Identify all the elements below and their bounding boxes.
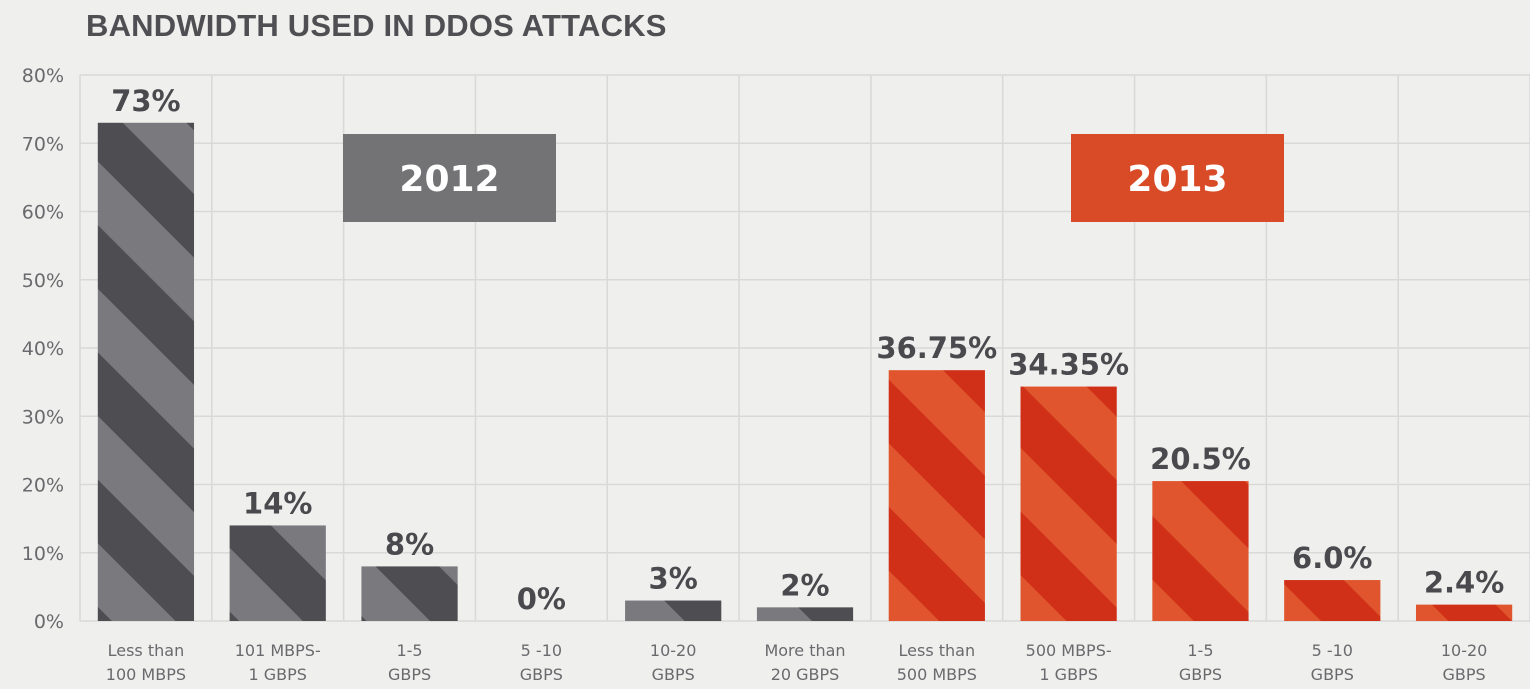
bar: [1152, 481, 1249, 621]
x-tick-label: 101 MBPS-: [235, 641, 321, 660]
y-tick-label: 0%: [34, 611, 64, 633]
y-tick-label: 10%: [22, 543, 64, 565]
y-tick-label: 80%: [22, 65, 64, 87]
x-tick-label: Less than: [899, 641, 976, 660]
series-labels: 2012 2013: [343, 134, 1284, 222]
bars: 73% 14% 8% 0% 3% 2% 36.75% 34.35% 20.5% 6.0% 2.4%: [97, 84, 1513, 622]
x-tick-label: GBPS: [388, 665, 431, 684]
data-label: 3%: [649, 562, 698, 596]
y-tick-label: 60%: [22, 202, 64, 224]
data-label: 73%: [111, 84, 180, 118]
data-label: 0%: [517, 582, 566, 616]
bar: [1284, 580, 1381, 621]
series-label: 2012: [399, 159, 499, 200]
x-tick-label: 10-20: [1441, 641, 1488, 660]
series-label-box-2012: [343, 134, 556, 222]
bar: [97, 122, 195, 622]
x-tick-label: 5 -10: [1312, 641, 1353, 660]
y-tick-label: 30%: [22, 406, 64, 428]
bar: [361, 566, 458, 621]
y-tick-label: 20%: [22, 475, 64, 497]
y-tick-label: 40%: [22, 338, 64, 360]
chart-title: BANDWIDTH USED IN DDOS ATTACKS: [86, 8, 667, 43]
data-label: 8%: [385, 527, 434, 561]
y-tick-label: 50%: [22, 270, 64, 292]
data-label: 36.75%: [876, 331, 997, 365]
data-label: 2.4%: [1424, 566, 1504, 600]
data-label: 14%: [243, 486, 312, 520]
data-label: 6.0%: [1292, 541, 1372, 575]
x-tick-label: 20 GBPS: [771, 665, 840, 684]
grid-lines: [79, 74, 1530, 622]
data-label: 2%: [780, 568, 829, 602]
x-tick-label: GBPS: [1179, 665, 1222, 684]
bar: [625, 600, 722, 621]
x-tick-label: 500 MBPS-: [1026, 641, 1112, 660]
x-tick-label: 5 -10: [521, 641, 562, 660]
x-tick-label: GBPS: [1442, 665, 1485, 684]
x-tick-label: 1-5: [396, 641, 422, 660]
series-label-box-2013: [1071, 134, 1284, 222]
bar: [888, 370, 985, 621]
series-label: 2013: [1127, 159, 1227, 200]
x-tick-label: GBPS: [1311, 665, 1354, 684]
bar: [1415, 604, 1513, 621]
x-tick-label: Less than: [108, 641, 185, 660]
x-tick-label: 100 MBPS: [106, 665, 186, 684]
data-label: 34.35%: [1008, 348, 1129, 382]
x-tick-label: 10-20: [650, 641, 697, 660]
x-tick-label: 1-5: [1187, 641, 1213, 660]
x-tick-label: 1 GBPS: [1039, 665, 1097, 684]
x-tick-label: 1 GBPS: [249, 665, 307, 684]
bar: [229, 525, 326, 621]
x-tick-label: 500 MBPS: [897, 665, 977, 684]
y-axis: 0% 10% 20% 30% 40% 50% 60% 70% 80%: [22, 65, 64, 633]
bar: [756, 607, 854, 621]
y-tick-label: 70%: [22, 133, 64, 155]
x-axis: Less than 100 MBPS 101 MBPS- 1 GBPS 1-5 GBPS 5…: [106, 641, 1488, 684]
data-label: 20.5%: [1150, 442, 1251, 476]
x-tick-label: GBPS: [520, 665, 563, 684]
x-tick-label: GBPS: [652, 665, 695, 684]
x-tick-label: More than: [764, 641, 845, 660]
bar: [1020, 386, 1117, 621]
